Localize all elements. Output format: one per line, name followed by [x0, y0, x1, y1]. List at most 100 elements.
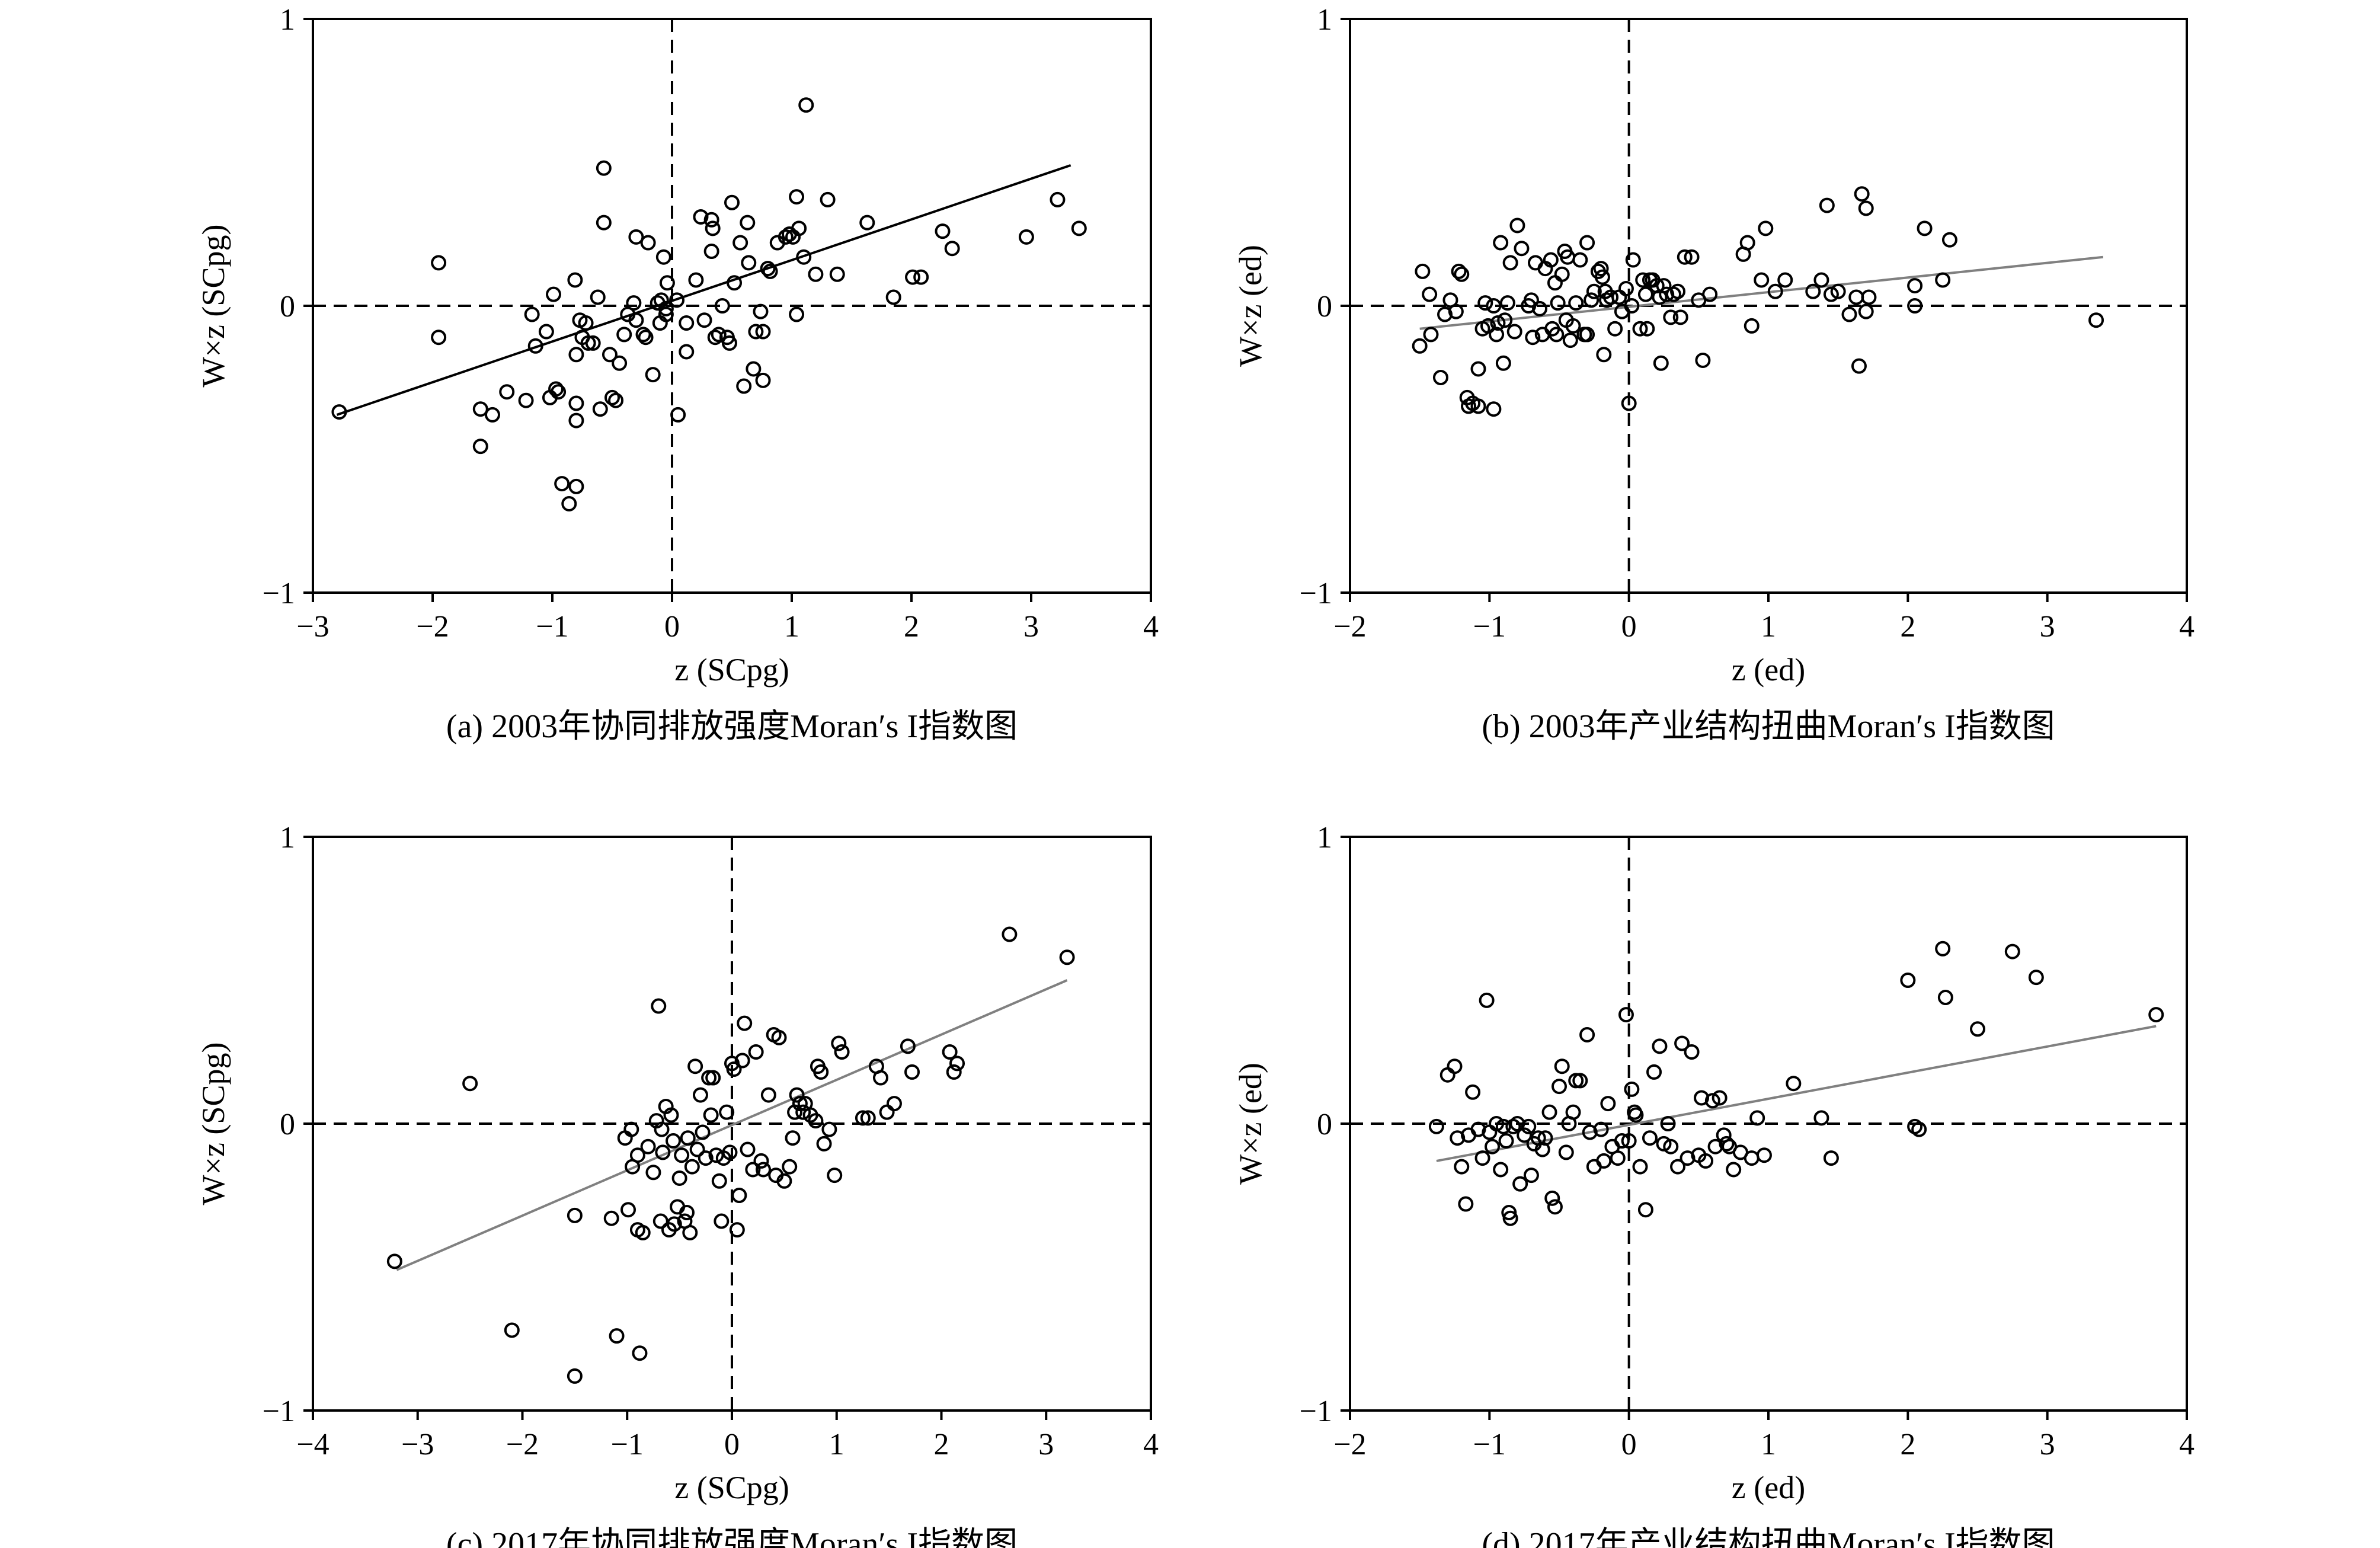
data-point	[1656, 1136, 1672, 1152]
data-point	[1813, 1110, 1829, 1126]
data-point	[813, 1064, 829, 1080]
data-point	[827, 1168, 843, 1184]
y-tick-label: −1	[1300, 577, 1332, 610]
data-point	[666, 1216, 682, 1232]
data-point	[1544, 1190, 1560, 1206]
data-point	[645, 367, 661, 383]
data-point	[603, 1210, 619, 1226]
data-point	[1562, 332, 1578, 348]
data-point	[1917, 220, 1933, 236]
data-point	[722, 1144, 738, 1160]
data-point	[698, 1150, 714, 1166]
data-point	[760, 261, 776, 277]
x-tick-label: 0	[724, 1428, 740, 1461]
y-tick-label: −1	[263, 577, 295, 610]
data-point	[1415, 263, 1431, 279]
x-tick-label: −2	[1333, 610, 1366, 644]
data-point	[1677, 249, 1693, 265]
data-point	[1486, 298, 1502, 314]
data-point	[1858, 303, 1874, 319]
data-point	[638, 330, 654, 346]
regression-line	[396, 979, 1068, 1271]
data-point	[623, 1121, 639, 1137]
data-point	[1547, 275, 1563, 291]
data-point	[1448, 303, 1464, 319]
data-point	[1568, 295, 1584, 311]
data-point	[1493, 235, 1509, 251]
data-point	[568, 478, 584, 494]
data-point	[829, 266, 845, 282]
x-tick-label: 2	[1900, 1428, 1915, 1461]
data-point	[1586, 283, 1602, 299]
data-point	[679, 344, 695, 360]
data-point	[568, 395, 584, 411]
data-point	[1603, 289, 1619, 305]
data-point	[658, 306, 674, 322]
data-point	[721, 335, 737, 351]
x-tick-label: −1	[536, 610, 568, 644]
data-point	[729, 1222, 745, 1238]
data-point	[1970, 1021, 1985, 1037]
data-point	[831, 1035, 847, 1051]
data-point	[1572, 1073, 1588, 1089]
data-point	[1451, 263, 1467, 279]
x-tick-label: 3	[1023, 610, 1039, 644]
data-point	[1660, 1116, 1676, 1131]
data-point	[1499, 295, 1515, 311]
data-point	[762, 263, 778, 279]
data-point	[1458, 1196, 1474, 1212]
data-point	[640, 235, 656, 251]
data-point	[504, 1322, 520, 1338]
x-tick-label: 2	[904, 610, 919, 644]
data-point	[1527, 255, 1543, 271]
data-point	[789, 189, 805, 205]
regression-line	[336, 164, 1071, 416]
x-axis-label: z (SCpg)	[674, 652, 789, 687]
data-point	[714, 298, 730, 314]
data-point	[1684, 249, 1700, 265]
data-point	[755, 324, 771, 340]
data-point	[949, 1056, 965, 1072]
data-point	[602, 347, 618, 363]
x-tick-label: −1	[1473, 610, 1506, 644]
data-point	[472, 439, 488, 455]
data-point	[1584, 292, 1600, 308]
data-point	[629, 1147, 645, 1163]
x-tick-label: 3	[2040, 1428, 2055, 1461]
data-point	[701, 1070, 717, 1086]
data-point	[756, 1162, 772, 1178]
data-point	[1479, 992, 1495, 1008]
data-point	[1754, 272, 1770, 288]
data-point	[608, 392, 624, 408]
data-point	[740, 215, 756, 231]
data-point	[1652, 1038, 1668, 1054]
y-tick-label: 0	[1317, 290, 1332, 324]
data-point	[1489, 327, 1505, 343]
data-point	[689, 1141, 705, 1157]
data-point	[567, 1207, 583, 1223]
data-point	[1621, 1133, 1637, 1149]
data-point	[782, 1159, 798, 1175]
data-point	[1823, 1150, 1839, 1166]
x-tick-label: −3	[296, 610, 329, 644]
x-tick-label: 4	[1143, 610, 1159, 644]
data-point	[1819, 197, 1835, 213]
data-point	[653, 292, 669, 308]
data-point	[1586, 1159, 1602, 1175]
data-point	[724, 194, 740, 210]
data-point	[1637, 286, 1653, 302]
data-point	[654, 1121, 670, 1137]
data-point	[1554, 266, 1570, 282]
data-point	[1517, 1127, 1533, 1143]
data-point	[1621, 395, 1637, 411]
data-point	[1670, 283, 1686, 299]
x-tick-label: 0	[664, 610, 680, 644]
data-point	[499, 384, 515, 400]
data-point	[736, 378, 752, 394]
data-point	[1495, 1118, 1511, 1134]
data-point	[1572, 252, 1588, 268]
data-point	[1422, 286, 1438, 302]
data-point	[1624, 298, 1640, 314]
x-tick-label: −2	[506, 1428, 539, 1461]
